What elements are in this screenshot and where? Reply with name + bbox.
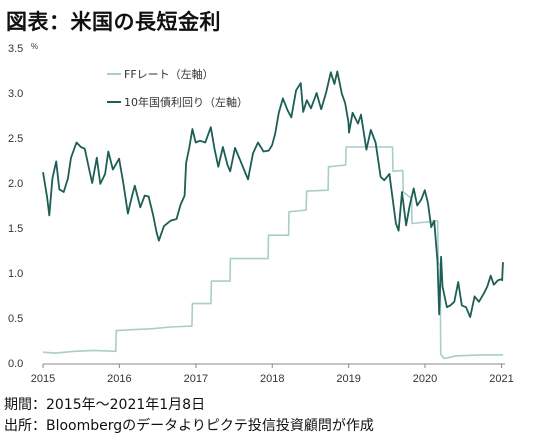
y-tick-label: 1.5	[8, 223, 23, 235]
legend-label: 10年国債利回り（左軸）	[124, 95, 248, 109]
x-tick-label: 2018	[260, 373, 284, 385]
series-line-1	[42, 70, 504, 318]
legend-label: FFレート（左軸）	[124, 67, 214, 81]
page-title: 図表：米国の長短金利	[6, 10, 221, 34]
x-tick-label: 2019	[336, 373, 360, 385]
x-tick-label: 2016	[107, 373, 131, 385]
source-note: 出所：Bloombergのデータよりピクテ投信投資顧問が作成	[4, 418, 374, 434]
y-tick-label: 3.5	[8, 43, 23, 55]
x-tick-label: 2015	[31, 373, 55, 385]
y-tick-label: 3.0	[8, 88, 23, 100]
series-line-0	[42, 146, 503, 360]
y-axis-unit: %	[31, 42, 38, 51]
x-tick-label: 2020	[413, 373, 437, 385]
y-tick-label: 0.5	[8, 313, 23, 325]
series-lines	[42, 70, 504, 360]
x-tick-label: 2021	[489, 373, 513, 385]
x-axis-ticks: 2015 2016 2017 2018 2019 2020 2021	[31, 364, 514, 385]
y-tick-label: 0.0	[8, 358, 23, 370]
y-tick-label: 2.0	[8, 178, 23, 190]
y-axis-ticks: 0.0 0.5 1.0 1.5 2.0 2.5 3.0 3.5	[8, 43, 23, 370]
legend: FFレート（左軸） 10年国債利回り（左軸）	[107, 67, 248, 109]
y-tick-label: 2.5	[8, 133, 23, 145]
x-tick-label: 2017	[184, 373, 208, 385]
period-note: 期間：2015年～2021年1月8日	[4, 397, 206, 413]
y-tick-label: 1.0	[8, 268, 23, 280]
